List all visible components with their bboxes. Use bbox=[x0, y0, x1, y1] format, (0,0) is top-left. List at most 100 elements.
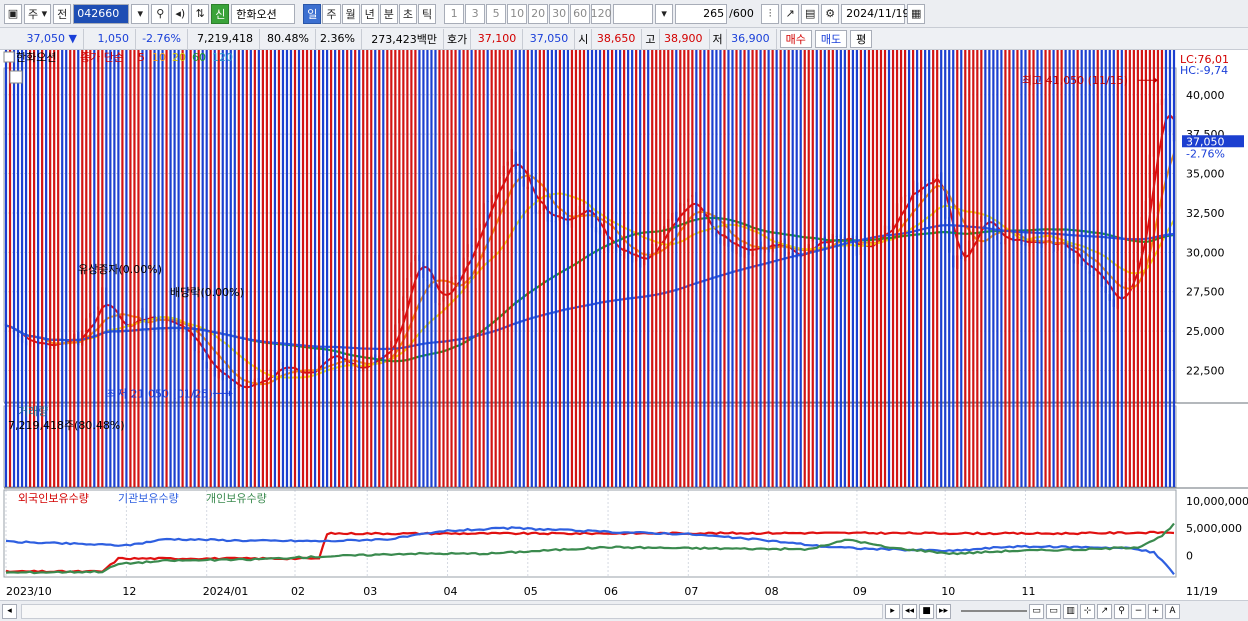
volume-bar bbox=[145, 0, 148, 487]
data-count-input[interactable]: 265 bbox=[675, 3, 728, 24]
volume-bar bbox=[558, 0, 562, 487]
quote-volume-ratio: 80.48% bbox=[260, 28, 316, 49]
volume-bar bbox=[932, 0, 935, 487]
volume-bar bbox=[647, 0, 650, 487]
pane-border bbox=[3, 67, 1177, 403]
volume-bar bbox=[169, 0, 172, 487]
sound-icon[interactable]: ◂) bbox=[171, 3, 190, 24]
buy-button[interactable]: 매수 bbox=[779, 29, 812, 48]
stock-code-input[interactable]: 042660 bbox=[73, 3, 130, 24]
volume-bar bbox=[454, 0, 457, 487]
eval-button[interactable]: 평 bbox=[850, 29, 873, 48]
font-icon[interactable]: A bbox=[1165, 603, 1180, 619]
volume-bar bbox=[755, 0, 758, 487]
volume-bar bbox=[217, 0, 220, 487]
crosshair-icon[interactable]: ⊹ bbox=[1080, 603, 1095, 619]
interval-dropdown-icon[interactable]: ▾ bbox=[655, 3, 674, 24]
volume-bar bbox=[815, 0, 818, 487]
volume-bar bbox=[1004, 0, 1007, 487]
current-price-label: 37,050 bbox=[1186, 135, 1225, 148]
volume-bar bbox=[1120, 0, 1123, 487]
save-icon[interactable]: ▤ bbox=[801, 3, 820, 24]
volume-bar bbox=[968, 0, 971, 487]
overlay-icon[interactable]: ▭ bbox=[1046, 603, 1061, 619]
period-tab-4[interactable]: 분 bbox=[379, 3, 398, 24]
pane-menu-icon[interactable] bbox=[3, 51, 15, 63]
date-input[interactable]: 2024/11/19 bbox=[841, 3, 910, 24]
period-tab-5[interactable]: 초 bbox=[398, 3, 418, 24]
volume-bar bbox=[847, 0, 850, 487]
zoom-out-icon[interactable]: − bbox=[1131, 603, 1146, 619]
period-tab-3[interactable]: 년 bbox=[360, 3, 379, 24]
search-icon[interactable]: ⚲ bbox=[151, 3, 170, 24]
scroll-right-icon[interactable]: ▸ bbox=[885, 603, 900, 619]
zoom-slider[interactable] bbox=[961, 610, 1027, 612]
sell-button[interactable]: 매도 bbox=[814, 29, 848, 48]
volume-bar bbox=[623, 0, 626, 488]
quote-change-pct: -2.76% bbox=[136, 28, 188, 49]
volume-bar bbox=[956, 0, 959, 487]
prev-next-icon[interactable]: ⇅ bbox=[191, 3, 210, 24]
calendar-icon[interactable]: ▦ bbox=[907, 3, 926, 24]
volume-bar bbox=[101, 0, 104, 487]
price-pane-name[interactable]: 한화오션 bbox=[16, 51, 56, 64]
volume-bar bbox=[1000, 0, 1003, 487]
volume-bar bbox=[743, 0, 746, 487]
candle-type-icon[interactable]: ⫶ bbox=[761, 3, 780, 24]
market-type-select[interactable]: 주 ▾ bbox=[24, 3, 52, 24]
interval-button-5[interactable]: 5 bbox=[486, 3, 507, 24]
zoom-icon[interactable]: ⚲ bbox=[1114, 603, 1129, 619]
interval-button-10[interactable]: 10 bbox=[507, 3, 528, 24]
volume-bar bbox=[297, 0, 301, 487]
time-tick-label: 07 bbox=[684, 585, 698, 598]
volume-bar bbox=[1156, 0, 1160, 487]
market-type-label: 주 bbox=[28, 7, 39, 21]
draw-icon[interactable]: ↗ bbox=[1097, 603, 1112, 619]
interval-button-120[interactable]: 120 bbox=[591, 3, 612, 24]
interval-button-60[interactable]: 60 bbox=[570, 3, 591, 24]
volume-bar bbox=[370, 0, 373, 487]
volume-bar bbox=[486, 0, 489, 487]
layout-icon[interactable]: ▥ bbox=[1063, 603, 1078, 619]
zoom-in-icon[interactable]: + bbox=[1148, 603, 1163, 619]
volume-bar bbox=[113, 0, 116, 487]
period-tab-0[interactable]: 일 bbox=[303, 3, 322, 24]
scroll-left-icon[interactable]: ◂ bbox=[2, 603, 17, 619]
volume-bar bbox=[859, 0, 863, 487]
interval-button-20[interactable]: 20 bbox=[528, 3, 549, 24]
period-tab-2[interactable]: 월 bbox=[341, 3, 360, 24]
volume-bar bbox=[1028, 0, 1031, 487]
volume-bar bbox=[53, 0, 56, 487]
scroll-track[interactable] bbox=[21, 603, 883, 619]
dropdown-icon[interactable]: ▾ bbox=[131, 3, 150, 24]
interval-input[interactable] bbox=[613, 3, 654, 24]
stop-icon[interactable]: ■ bbox=[919, 603, 934, 619]
stock-chart[interactable]: 22,50025,00027,50030,00032,50035,00037,5… bbox=[0, 0, 1248, 600]
volume-bar bbox=[410, 0, 413, 487]
period-tab-6[interactable]: 틱 bbox=[418, 3, 437, 24]
table-toggle-icon[interactable] bbox=[9, 70, 23, 84]
volume-bar bbox=[703, 0, 706, 487]
gear-icon[interactable]: ⚙ bbox=[821, 3, 840, 24]
volume-bar bbox=[257, 0, 260, 487]
volume-bar bbox=[1072, 0, 1075, 487]
compare-icon[interactable]: ▭ bbox=[1029, 603, 1044, 619]
window-menu-icon[interactable]: ▣ bbox=[4, 3, 22, 24]
volume-bar bbox=[265, 0, 269, 487]
prev-button[interactable]: 전 bbox=[53, 3, 72, 24]
price-tick-label: 40,000 bbox=[1186, 89, 1225, 102]
interval-button-3[interactable]: 3 bbox=[465, 3, 486, 24]
volume-bar bbox=[177, 0, 180, 487]
volume-bar bbox=[1160, 0, 1164, 487]
period-tab-1[interactable]: 주 bbox=[322, 3, 341, 24]
volume-bar bbox=[490, 0, 493, 487]
volume-bar bbox=[727, 0, 730, 487]
interval-button-30[interactable]: 30 bbox=[549, 3, 570, 24]
holding-tick-label: 10,000,000 bbox=[1186, 495, 1248, 508]
drawing-tool-icon[interactable]: ↗ bbox=[781, 3, 800, 24]
interval-button-1[interactable]: 1 bbox=[444, 3, 465, 24]
holding-tick-label: 0 bbox=[1186, 549, 1193, 562]
volume-bar bbox=[149, 0, 152, 487]
rewind-icon[interactable]: ◂◂ bbox=[902, 603, 917, 619]
forward-icon[interactable]: ▸▸ bbox=[936, 603, 951, 619]
